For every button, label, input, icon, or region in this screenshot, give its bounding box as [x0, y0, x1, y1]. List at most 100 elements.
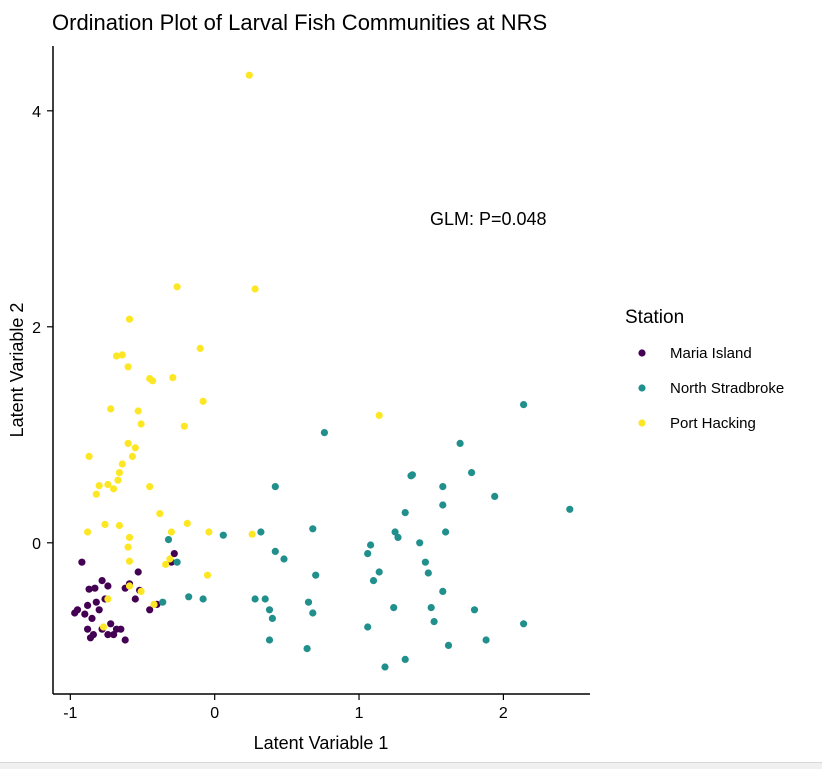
legend-key	[638, 384, 646, 392]
data-point	[162, 560, 170, 569]
data-point	[173, 283, 181, 291]
data-point	[369, 577, 378, 585]
data-point	[381, 663, 389, 671]
data-point	[92, 598, 100, 606]
data-point	[439, 587, 447, 596]
data-point	[364, 550, 372, 558]
data-point	[124, 363, 132, 371]
data-point	[85, 585, 93, 593]
data-point	[125, 315, 134, 323]
data-point	[375, 568, 383, 576]
x-tick-label: 2	[499, 705, 508, 722]
data-point	[456, 439, 464, 447]
data-point	[107, 620, 115, 628]
data-point	[180, 422, 188, 430]
plot-area	[71, 71, 574, 671]
data-point	[150, 600, 158, 609]
x-tick-label: 1	[355, 705, 364, 722]
data-point	[375, 411, 383, 419]
data-point	[169, 374, 177, 382]
data-point	[71, 609, 79, 617]
data-point	[98, 577, 106, 585]
data-point	[271, 483, 279, 491]
data-point	[304, 598, 313, 606]
data-point	[303, 645, 311, 653]
chart-title: Ordination Plot of Larval Fish Communiti…	[52, 10, 547, 35]
data-point	[95, 606, 103, 614]
data-point	[85, 452, 93, 460]
data-point	[566, 505, 574, 513]
data-point	[112, 352, 121, 360]
data-point	[439, 483, 447, 491]
data-point	[128, 452, 136, 460]
data-point	[199, 595, 207, 603]
data-point	[134, 568, 142, 576]
data-point	[101, 520, 109, 529]
data-point	[146, 606, 154, 614]
data-point	[183, 519, 191, 528]
data-point	[468, 469, 476, 477]
data-point	[245, 71, 253, 79]
data-point	[309, 525, 317, 533]
data-point	[86, 634, 95, 642]
data-point	[439, 501, 447, 509]
data-point	[99, 623, 108, 631]
y-axis-ticks: 0 2 4	[32, 104, 53, 553]
data-point	[199, 397, 207, 405]
data-point	[416, 539, 424, 547]
data-point	[265, 606, 274, 614]
data-point	[91, 584, 99, 592]
data-point	[166, 555, 174, 563]
data-point	[219, 531, 227, 539]
data-point	[390, 604, 398, 612]
data-point	[125, 582, 134, 590]
data-point	[185, 593, 193, 601]
legend-key	[638, 349, 646, 357]
data-point	[104, 631, 112, 639]
legend-label: Maria Island	[670, 345, 752, 362]
data-point	[156, 509, 164, 518]
x-axis-ticks: -1 0 1 2	[63, 694, 508, 722]
legend-items: Maria Island North Stradbroke Port Hacking	[638, 345, 784, 432]
series-port-hacking	[84, 71, 383, 631]
data-point	[115, 521, 123, 530]
data-point	[118, 460, 126, 468]
x-tick-label: -1	[63, 705, 77, 722]
data-point	[84, 601, 92, 610]
data-point	[137, 420, 145, 428]
window-bottom-edge	[0, 762, 822, 769]
data-point	[112, 625, 121, 633]
data-point	[78, 558, 86, 566]
data-point	[159, 598, 167, 606]
data-point	[170, 550, 178, 558]
data-point	[125, 533, 134, 542]
data-point	[88, 614, 96, 623]
legend-key	[638, 419, 646, 427]
data-point	[401, 508, 409, 517]
data-point	[257, 528, 265, 536]
y-axis-title: Latent Variable 2	[7, 303, 27, 438]
data-point	[196, 344, 204, 352]
data-point	[320, 429, 328, 437]
data-point	[427, 604, 435, 612]
data-point	[104, 480, 112, 489]
x-tick-label: 0	[210, 705, 219, 722]
data-point	[248, 530, 256, 538]
data-point	[309, 609, 317, 617]
data-point	[110, 631, 118, 639]
data-point	[173, 558, 181, 566]
glm-annotation: GLM: P=0.048	[430, 209, 547, 229]
data-point	[265, 636, 274, 644]
data-point	[124, 439, 132, 447]
data-point	[261, 595, 269, 603]
data-point	[520, 620, 528, 628]
data-point	[271, 547, 279, 556]
data-point	[164, 536, 173, 544]
data-point	[444, 641, 453, 650]
data-point	[520, 401, 528, 409]
data-point	[442, 528, 450, 536]
data-point	[491, 492, 499, 500]
y-tick-label: 0	[32, 536, 41, 553]
y-tick-label: 2	[32, 320, 41, 337]
data-point	[146, 483, 154, 491]
